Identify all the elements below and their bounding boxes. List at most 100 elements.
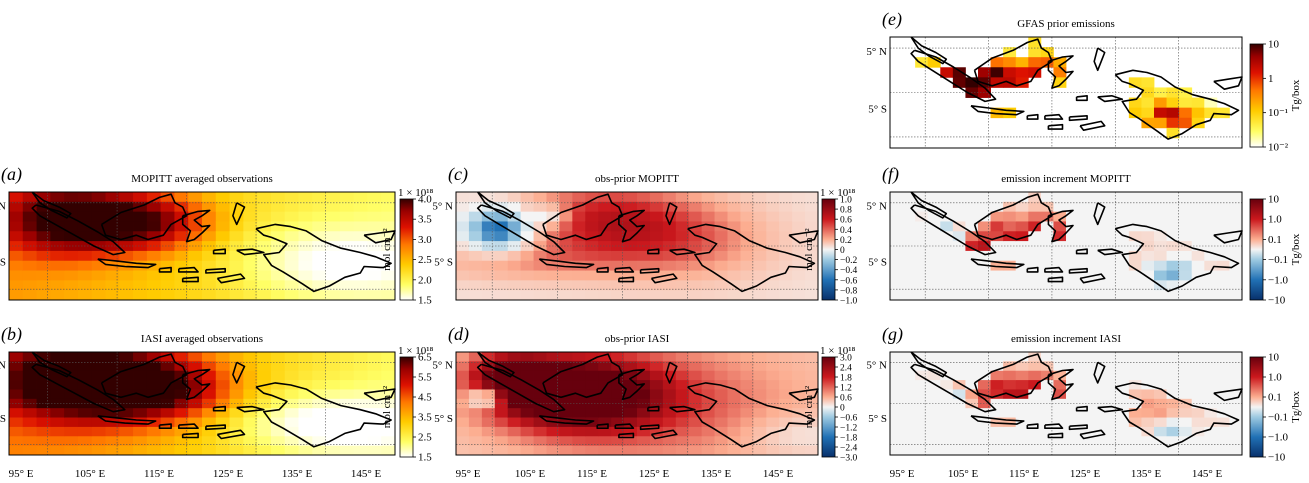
heatmap-cell xyxy=(649,250,664,262)
heatmap-cell xyxy=(714,389,728,400)
heatmap-cell xyxy=(1141,201,1155,213)
heatmap-cell xyxy=(990,67,1004,78)
heatmap-cell xyxy=(792,211,806,222)
heatmap-cell xyxy=(701,436,715,447)
colorbar-tick-label: −0.6 xyxy=(840,276,857,286)
heatmap-cell xyxy=(494,426,509,437)
heatmap-cell xyxy=(1053,370,1067,381)
heatmap-cell xyxy=(1154,408,1167,418)
heatmap-cell xyxy=(902,260,916,271)
heatmap-cell xyxy=(215,380,230,390)
heatmap-cell xyxy=(456,250,470,262)
heatmap-cell xyxy=(533,426,547,437)
heatmap-cell xyxy=(1015,445,1029,456)
heatmap-cell xyxy=(367,241,382,252)
lat-tick-label: 5° S xyxy=(868,256,887,268)
heatmap-cell xyxy=(229,361,244,372)
heatmap-cell xyxy=(940,398,954,409)
heatmap-cell xyxy=(119,352,134,362)
heatmap-cell xyxy=(160,370,175,381)
heatmap-cell xyxy=(1028,221,1042,232)
heatmap-cell xyxy=(133,290,148,301)
heatmap-cell xyxy=(1053,389,1067,400)
heatmap-cell xyxy=(559,290,573,301)
coastline xyxy=(618,276,635,283)
heatmap-cell xyxy=(50,231,65,242)
heatmap-cell xyxy=(1229,250,1243,262)
heatmap-cell xyxy=(1028,57,1042,68)
heatmap-cell xyxy=(298,250,313,262)
heatmap-cell xyxy=(598,352,612,362)
heatmap-cell xyxy=(533,380,547,390)
coastline xyxy=(181,432,199,439)
heatmap-cell xyxy=(1128,77,1142,88)
heatmap-cell xyxy=(64,280,79,291)
heatmap-cell xyxy=(952,417,966,428)
colorbar-tick-label: 0 xyxy=(840,246,845,256)
heatmap-cell xyxy=(714,426,728,437)
heatmap-cell xyxy=(978,201,991,213)
heatmap-cell xyxy=(1179,117,1193,129)
heatmap-cell xyxy=(9,380,24,390)
heatmap-cell xyxy=(146,201,162,213)
heatmap-cell xyxy=(805,445,819,456)
coastline xyxy=(618,209,646,243)
heatmap-cell xyxy=(64,241,79,252)
heatmap-cell xyxy=(456,380,470,390)
heatmap-cell xyxy=(1103,445,1117,456)
heatmap-cell xyxy=(649,426,664,437)
heatmap-cell xyxy=(805,361,819,372)
heatmap-cell xyxy=(1179,380,1193,390)
heatmap-cell xyxy=(1040,290,1054,301)
heatmap-cell xyxy=(367,221,382,232)
coastline xyxy=(665,202,678,226)
heatmap-cell xyxy=(990,211,1004,222)
heatmap-cell xyxy=(952,67,966,78)
heatmap-cell xyxy=(701,290,715,301)
heatmap-cell xyxy=(1179,361,1193,372)
heatmap-cell xyxy=(952,361,966,372)
heatmap-cell xyxy=(456,361,470,372)
colorbar-tick-label: −0.6 xyxy=(840,414,857,424)
heatmap-cell xyxy=(688,426,703,437)
heatmap-cell xyxy=(1028,370,1042,381)
heatmap-cell xyxy=(714,201,728,213)
heatmap-cell xyxy=(701,426,715,437)
heatmap-cell xyxy=(792,380,806,390)
heatmap-cell xyxy=(456,426,470,437)
heatmap-cell xyxy=(1091,352,1105,362)
coastline xyxy=(1047,432,1064,439)
heatmap-cell xyxy=(572,380,586,390)
heatmap-cell xyxy=(965,231,979,242)
heatmap-cell xyxy=(1078,290,1092,301)
heatmap-cell xyxy=(353,361,368,372)
heatmap-cell xyxy=(507,380,522,390)
heatmap-cell xyxy=(146,270,162,281)
heatmap-cell xyxy=(160,211,175,222)
heatmap-cell xyxy=(468,445,483,456)
heatmap-cell xyxy=(64,221,79,232)
lon-tick-label: 95° E xyxy=(9,468,34,480)
heatmap-cell xyxy=(1103,231,1117,242)
heatmap-cell xyxy=(1216,260,1230,271)
heatmap-cell xyxy=(585,445,599,456)
heatmap-cell xyxy=(915,290,929,301)
heatmap-cell xyxy=(1204,417,1218,428)
heatmap-cell xyxy=(1091,436,1105,447)
heatmap-cell xyxy=(64,270,79,281)
heatmap-cell xyxy=(546,436,560,447)
heatmap-cell xyxy=(701,280,715,291)
heatmap-cell xyxy=(1229,445,1243,456)
lon-tick-label: 115° E xyxy=(144,468,174,480)
heatmap-cell xyxy=(1128,290,1142,301)
heatmap-cell xyxy=(202,398,217,409)
heatmap-cell xyxy=(940,231,954,242)
coastline xyxy=(973,353,1053,399)
heatmap-cell xyxy=(243,370,258,381)
heatmap-cell xyxy=(160,231,175,242)
heatmap-cell xyxy=(105,408,120,418)
coastline xyxy=(618,368,646,401)
heatmap-cell xyxy=(1191,408,1205,418)
heatmap-cell xyxy=(367,231,382,242)
heatmap-cell xyxy=(1040,417,1054,428)
